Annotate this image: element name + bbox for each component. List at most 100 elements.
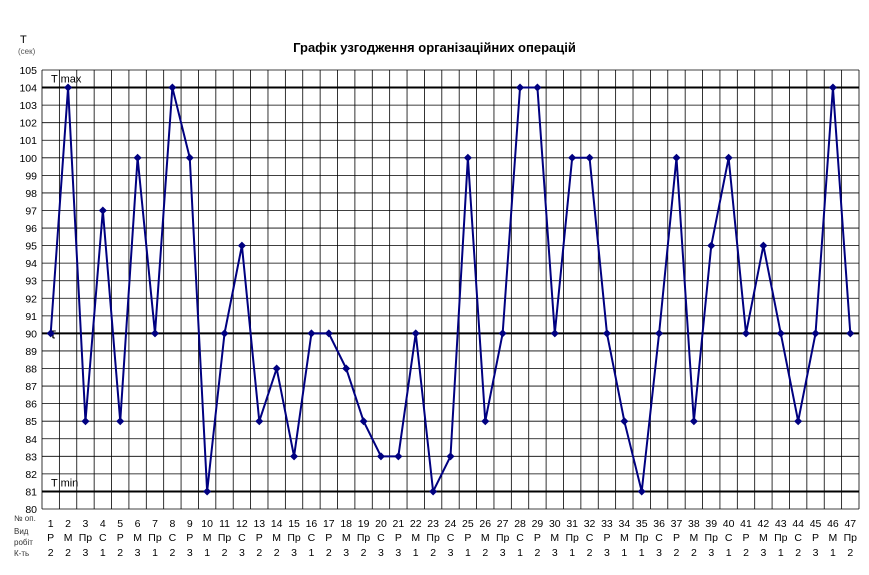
work-type-label: С [377,532,385,544]
data-point [376,452,385,461]
op-number-label: 46 [827,518,839,530]
y-tick-label: 86 [25,399,37,411]
count-label: 1 [830,547,836,559]
op-number-label: 42 [758,518,770,530]
data-point [602,329,611,338]
work-type-label: Р [117,532,124,544]
count-label: 2 [795,547,801,559]
y-tick-label: 95 [25,241,37,253]
op-number-label: 10 [201,518,213,530]
data-point [116,417,125,426]
work-type-label: С [99,532,107,544]
count-label: 3 [500,547,506,559]
data-point [568,153,577,162]
op-number-label: 24 [445,518,457,530]
work-type-label: Пр [287,532,301,544]
data-point [498,329,507,338]
work-type-label: М [133,532,142,544]
count-label: 1 [204,547,210,559]
data-point [811,329,820,338]
y-tick-label: 83 [25,451,37,463]
op-number-label: 3 [83,518,89,530]
data-point [272,364,281,373]
count-label: 1 [726,547,732,559]
count-label: 1 [621,547,627,559]
work-type-label: С [655,532,663,544]
y-axis-label: T [20,34,27,46]
count-label: 3 [760,547,766,559]
work-type-label: С [308,532,316,544]
op-number-label: 11 [219,518,230,530]
op-number-label: 17 [323,518,335,530]
y-tick-label: 91 [25,311,37,323]
data-point [81,417,90,426]
row-label-count: К-ть [14,549,30,558]
count-label: 2 [534,547,540,559]
y-tick-label: 82 [25,469,37,481]
count-label: 2 [222,547,228,559]
y-tick-label: 97 [25,205,37,217]
work-type-label: Р [603,532,610,544]
work-type-label: М [689,532,698,544]
y-tick-label: 93 [25,276,37,288]
count-label: 2 [326,547,332,559]
data-point [446,452,455,461]
op-number-label: 7 [152,518,158,530]
op-number-label: 39 [705,518,717,530]
op-number-label: 23 [427,518,439,530]
data-point [742,329,751,338]
work-type-label: С [516,532,524,544]
count-label: 1 [309,547,315,559]
count-label: 2 [482,547,488,559]
count-label: 1 [413,547,419,559]
y-tick-label: 105 [19,65,37,77]
op-number-label: 13 [253,518,265,530]
op-number-label: 45 [810,518,822,530]
count-label: 3 [395,547,401,559]
y-axis-unit: (сек) [18,47,36,56]
count-label: 2 [361,547,367,559]
y-tick-label: 80 [25,504,37,516]
work-type-label: Р [743,532,750,544]
y-tick-label: 88 [25,364,37,376]
op-number-label: 33 [601,518,613,530]
y-tick-label: 90 [25,328,37,340]
work-type-label: Пр [357,532,371,544]
work-type-label: Р [812,532,819,544]
op-number-label: 32 [584,518,596,530]
work-type-label: Р [673,532,680,544]
count-label: 1 [569,547,575,559]
work-type-label: М [411,532,420,544]
work-type-label: М [550,532,559,544]
op-number-label: 12 [236,518,248,530]
data-point [463,153,472,162]
work-type-label: Пр [774,532,788,544]
chart-title: Графік узгодження організаційних операці… [293,40,576,55]
work-type-label: Пр [496,532,510,544]
count-label: 3 [135,547,141,559]
count-label: 3 [343,547,349,559]
y-tick-label: 81 [25,486,37,498]
count-label: 3 [83,547,89,559]
data-point [794,417,803,426]
work-type-label: М [829,532,838,544]
data-point [846,329,855,338]
count-label: 1 [517,547,523,559]
data-point [411,329,420,338]
op-number-label: 27 [497,518,509,530]
op-number-label: 37 [671,518,683,530]
count-label: 3 [552,547,558,559]
count-label: 2 [65,547,71,559]
data-point [307,329,316,338]
count-label: 2 [430,547,436,559]
data-point [98,206,107,215]
data-point [64,83,73,92]
count-label: 1 [465,547,471,559]
y-tick-label: 103 [19,100,37,112]
data-point [237,241,246,250]
data-point [185,153,194,162]
count-label: 3 [239,547,245,559]
work-type-label: М [203,532,212,544]
work-type-label: С [586,532,594,544]
work-type-label: Р [186,532,193,544]
